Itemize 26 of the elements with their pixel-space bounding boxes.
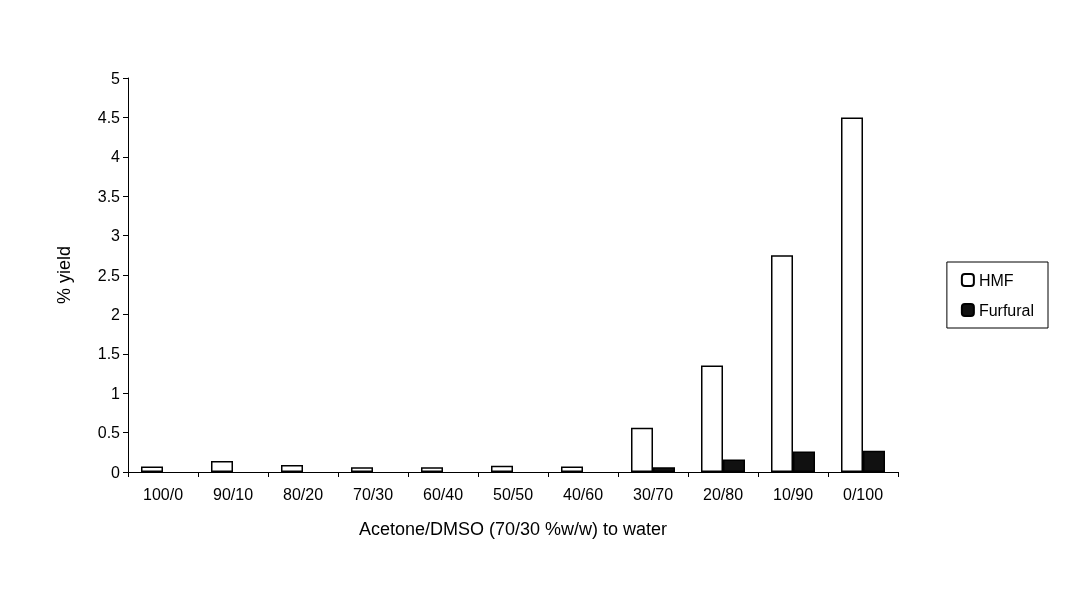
x-tick-label: 40/60 — [562, 485, 604, 503]
x-tick-label: 90/10 — [212, 485, 254, 503]
x-tick-label: 70/30 — [352, 485, 394, 503]
legend-label: Furfural — [978, 301, 1034, 319]
y-tick-label: 1 — [111, 384, 121, 402]
y-tick-label: 0.5 — [97, 424, 121, 442]
x-tick-label: 10/90 — [772, 485, 814, 503]
y-tick-label: 2 — [111, 305, 121, 323]
y-tick-label: 2.5 — [97, 266, 121, 284]
x-tick-label: 0/100 — [842, 485, 884, 503]
y-tick-label: 5 — [111, 69, 121, 87]
x-tick-label: 80/20 — [282, 485, 324, 503]
x-tick-label: 30/70 — [632, 485, 674, 503]
x-tick-label: 20/80 — [702, 485, 744, 503]
y-tick-label: 3.5 — [97, 187, 121, 205]
x-tick-label: 50/50 — [492, 485, 534, 503]
y-tick-label: 1.5 — [97, 345, 121, 363]
y-tick-label: 4.5 — [97, 108, 121, 126]
x-tick-label: 60/40 — [422, 485, 464, 503]
legend-label: HMF — [978, 271, 1014, 289]
x-axis-title: Acetone/DMSO (70/30 %w/w) to water — [358, 519, 668, 539]
y-tick-label: 3 — [111, 227, 121, 245]
y-tick-label: 0 — [111, 463, 121, 481]
y-tick-label: 4 — [111, 148, 121, 166]
y-axis-title: % yield — [54, 245, 74, 305]
x-tick-label: 100/0 — [142, 485, 184, 503]
